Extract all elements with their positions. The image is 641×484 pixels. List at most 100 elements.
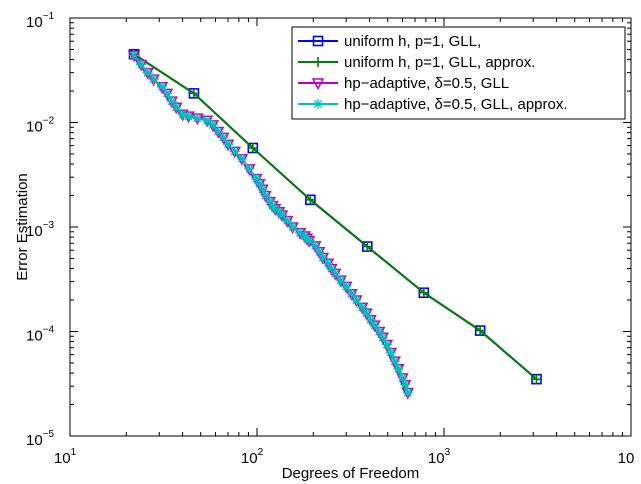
data-point [282, 215, 293, 226]
x-tick-exponent: 2 [258, 447, 264, 458]
y-tick-base: 10 [26, 432, 43, 449]
y-tick-label: 10−1 [26, 11, 55, 31]
data-point [161, 88, 172, 99]
data-point [402, 387, 413, 398]
data-point [264, 196, 275, 207]
data-point [229, 146, 240, 157]
data-point [361, 308, 372, 319]
data-point [183, 111, 194, 122]
data-point [257, 184, 268, 195]
x-tick-label: 102 [241, 447, 264, 467]
x-tick-exponent: 3 [445, 447, 451, 458]
y-tick-base: 10 [26, 119, 43, 136]
data-point [362, 242, 372, 252]
data-point [326, 263, 337, 274]
data-point [305, 195, 315, 205]
data-point [365, 314, 376, 325]
data-point [166, 96, 177, 107]
x-tick-label: 10 [618, 450, 635, 467]
y-tick-base: 10 [26, 223, 43, 240]
data-point [156, 81, 167, 92]
plot-frame [69, 17, 632, 437]
legend-box [291, 26, 626, 120]
data-point [189, 88, 199, 98]
data-point [317, 252, 328, 263]
y-tick-base: 10 [26, 328, 43, 345]
data-point [330, 268, 341, 279]
data-point [244, 163, 255, 174]
data-point [323, 258, 334, 269]
legend-label: hp−adaptive, δ=0.5, GLL, approx. [344, 96, 568, 113]
data-point [357, 302, 368, 313]
data-point [254, 178, 265, 189]
data-point [393, 363, 404, 374]
y-tick-label: 10−5 [26, 429, 55, 449]
data-point [142, 67, 153, 78]
y-tick-exponent: −3 [43, 220, 55, 231]
data-point [201, 115, 212, 126]
legend-item: uniform h, p=1, GLL, [298, 33, 481, 50]
y-axis-title: Error Estimation [14, 173, 31, 281]
data-point [223, 139, 234, 150]
data-point [304, 235, 315, 246]
data-point [532, 374, 542, 384]
data-point [400, 379, 411, 390]
data-point [389, 356, 400, 367]
legend: uniform h, p=1, GLL, uniform h, p=1, GLL,… [291, 26, 626, 120]
data-point [385, 347, 396, 358]
data-point [374, 326, 385, 337]
data-point [192, 113, 203, 124]
y-tick-exponent: −1 [43, 11, 55, 22]
legend-item: uniform h, p=1, GLL, approx. [298, 54, 535, 71]
x-tick-base: 10 [54, 450, 71, 467]
data-point [369, 320, 380, 331]
data-point [276, 210, 287, 221]
data-point [346, 288, 357, 299]
minor-ticks [70, 18, 631, 436]
data-point [287, 222, 298, 232]
data-point [171, 102, 182, 113]
data-point [148, 74, 159, 85]
y-tick-exponent: −2 [43, 116, 55, 127]
data-point [213, 126, 224, 137]
x-tick-base: 10 [241, 450, 258, 467]
y-tick-exponent: −5 [43, 429, 55, 440]
y-tick-base: 10 [26, 14, 43, 31]
data-point [236, 153, 247, 164]
data-point [475, 326, 485, 336]
legend-label: uniform h, p=1, GLL, approx. [344, 54, 535, 71]
legend-item: hp−adaptive, δ=0.5, GLL, approx. [298, 96, 568, 113]
data-point [295, 227, 306, 238]
series-layer [127, 48, 542, 400]
data-point [377, 332, 388, 343]
data-point [335, 275, 346, 286]
y-tick-exponent: −4 [43, 325, 55, 336]
legend-swatch-marker [311, 78, 325, 91]
data-point [248, 143, 258, 153]
data-point [381, 339, 392, 350]
data-point [207, 119, 218, 130]
y-tick-label: 10−2 [26, 116, 55, 136]
data-point [136, 59, 147, 70]
x-tick-label: 101 [54, 447, 77, 467]
y-tick-label: 10−3 [26, 220, 55, 240]
x-tick-base: 10 [428, 450, 445, 467]
legend-swatch-marker [313, 99, 323, 109]
legend-label: hp−adaptive, δ=0.5, GLL [344, 75, 509, 92]
legend-item: hp−adaptive, δ=0.5, GLL [298, 75, 509, 92]
x-tick-label: 103 [428, 447, 451, 467]
legend-swatch-marker [313, 57, 323, 67]
series-line [133, 53, 538, 380]
data-point [218, 132, 229, 143]
data-point [351, 295, 362, 306]
x-tick-base: 10 [618, 450, 635, 467]
data-point [260, 190, 271, 201]
data-point [341, 281, 352, 292]
x-axis-title: Degrees of Freedom [282, 465, 420, 482]
data-point [129, 50, 140, 61]
data-point [251, 173, 262, 184]
y-tick-label: 10−4 [26, 325, 55, 345]
x-tick-exponent: 1 [71, 447, 77, 458]
data-point [314, 246, 325, 257]
